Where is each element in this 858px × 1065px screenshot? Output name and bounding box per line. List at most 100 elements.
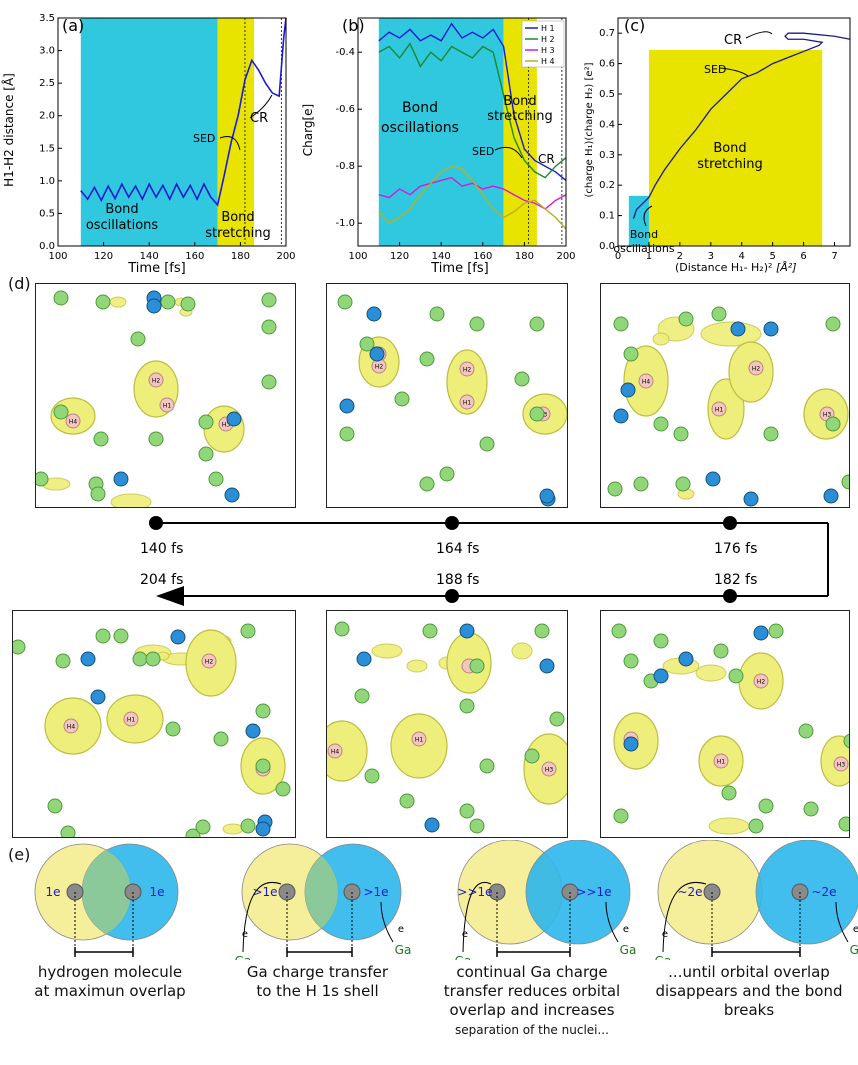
label-cr-a: CR [250, 111, 268, 126]
panel-letter-d: (d) [8, 274, 31, 293]
label-cr-c: CR [724, 33, 742, 48]
hydrogen-atom-label: H1 [717, 759, 726, 766]
time-label-188: 188 fs [436, 572, 479, 588]
gallium-atom [160, 294, 176, 310]
hydrogen-atom-label: H1 [463, 400, 472, 407]
c-x-tick-label: 5 [769, 251, 775, 262]
hydrogen-atom-label: H1 [163, 403, 172, 410]
gallium-atom [479, 758, 495, 774]
hydrogen-atom-label: H4 [69, 419, 78, 426]
hydrogen-atom [63, 718, 79, 734]
time-label-140: 140 fs [140, 541, 183, 557]
snapshot-140fs: H2 H1 H4 H3 [35, 283, 296, 508]
gallium-atom [13, 639, 26, 655]
gallium-atom [195, 819, 211, 835]
panel-letter-b: (b) [342, 16, 365, 35]
label-sed-a: SED [193, 132, 215, 145]
caption-stage-2-line-1: Ga charge transfer [246, 963, 389, 981]
charge-label-right-2: >1e [363, 885, 388, 899]
charge-line-4 [378, 165, 567, 230]
axis-label-x-b: Time [fs] [430, 261, 488, 275]
charge-density-lobe [695, 664, 727, 682]
gallium-atom [429, 306, 445, 322]
hydrogen-atom [411, 731, 427, 747]
snapshot-188fs: H4 H1 H3 [326, 610, 568, 838]
b-x-tick-label: 100 [348, 251, 367, 262]
gallium-atom [90, 486, 106, 502]
chart-a: 100 120 140 160 180 200 0.0 0.5 1.0 1.5 2.0 2.5 3.0 3… [1, 13, 296, 275]
gallium-atom [459, 698, 475, 714]
gallium-atom [607, 481, 623, 497]
label-stretching-2-b: stretching [487, 109, 553, 124]
b-x-tick-label: 160 [473, 251, 492, 262]
ga-label-left-3: Ga [455, 954, 472, 960]
a-y-tick-label: 0.5 [39, 208, 55, 219]
gallium-atom [758, 798, 774, 814]
charge-density-lobe [511, 642, 533, 660]
oscillations-arrow-c [643, 205, 653, 227]
b-plot-frame [357, 17, 567, 247]
snapshot-176fs: H4 H1 H2 H3 [600, 283, 850, 508]
gallium-atom [798, 723, 814, 739]
gallium-atom [633, 476, 649, 492]
stretching-region-a [217, 18, 255, 246]
hydrogen-atom [148, 372, 164, 388]
hydrogen-atom-label: H4 [331, 749, 340, 756]
charge-label-left-3: >>1e [457, 885, 492, 899]
axis-label-x-a: Time [fs] [127, 261, 185, 275]
gallium-atom [95, 628, 111, 644]
caption-stage-3: continual Ga charge transfer reduces orb… [422, 963, 642, 1040]
gallium-atom [148, 431, 164, 447]
axis-label-y-c: (charge H₁)(charge H₂) [e²] [584, 62, 595, 197]
a-x-tick-label: 160 [185, 251, 204, 262]
gallium-atom [678, 311, 694, 327]
caption-stage-3-line-3: overlap and increases [449, 1001, 615, 1019]
gallium-atom [529, 406, 545, 422]
hydrogen-atom-label: H2 [463, 367, 472, 374]
charge-density-lobe [110, 493, 152, 507]
hydrogen-atom-label: H3 [222, 422, 231, 429]
hydrogen-charge-cloud [446, 349, 488, 415]
gallium-atom [439, 466, 455, 482]
hydrogen-atom [123, 711, 139, 727]
c-y-tick-label: 0.1 [599, 211, 615, 222]
c-x-tick-label: 4 [739, 251, 745, 262]
legend-label-4: H 4 [541, 57, 555, 66]
legend-label-1: H 1 [541, 24, 555, 33]
charge-density-lobe [700, 321, 762, 347]
gallium-atom [53, 404, 69, 420]
transfer-arrow-right-4 [835, 901, 849, 943]
label-sed-c: SED [704, 63, 726, 76]
gallium-atom [180, 296, 196, 312]
c-y-tick-label: 0.0 [599, 241, 615, 252]
charge-label-right-3: >>1e [576, 885, 611, 899]
nitrogen-atom [823, 488, 839, 504]
gallium-atom [213, 731, 229, 747]
caption-stage-1: hydrogen molecule at maximun overlap [5, 963, 215, 1001]
cr-arrow-a [249, 94, 273, 119]
charge-label-right-4: ~2e [811, 885, 836, 899]
time-label-176: 176 fs [714, 541, 757, 557]
timeline-dot-140 [149, 516, 163, 530]
gallium-atom [721, 785, 737, 801]
a-x-tick-label: 200 [276, 251, 295, 262]
orbital-overlap-diagram: 1e1e>1e>1eGaeGae>>1e>>1eGaeGae~2e~2eGaeG… [34, 840, 858, 960]
nitrogen-atom [226, 411, 242, 427]
gallium-atom [459, 803, 475, 819]
nitrogen-atom [730, 321, 746, 337]
gallium-atom [613, 808, 629, 824]
nitrogen-atom [623, 736, 639, 752]
gallium-atom [479, 436, 495, 452]
sed-arrow-b [494, 146, 523, 159]
nitrogen-atom [613, 408, 629, 424]
gallium-atom [653, 633, 669, 649]
hydrogen-atom-label: H4 [67, 724, 76, 731]
gallium-atom [825, 316, 841, 332]
gallium-atom [359, 336, 375, 352]
a-x-tick-label: 140 [140, 251, 159, 262]
nitrogen-atom [170, 629, 186, 645]
caption-stage-3-line-1: continual Ga charge [456, 963, 608, 981]
caption-stage-4-line-1: ...until orbital overlap [668, 963, 830, 981]
nitrogen-atom [653, 668, 669, 684]
